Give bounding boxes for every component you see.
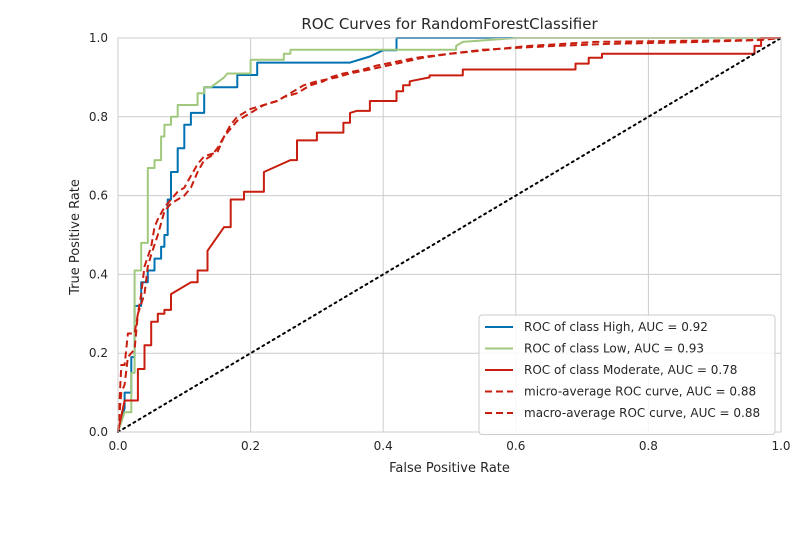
y-axis-label: True Positive Rate [68, 179, 83, 296]
roc-series-line-4 [117, 37, 782, 433]
x-tick-label: 0.2 [241, 439, 260, 453]
roc-series-line-2 [117, 37, 781, 433]
y-tick-label: 0.4 [89, 267, 108, 281]
y-tick-label: 0.6 [89, 189, 108, 203]
roc-series-line-0 [117, 37, 781, 433]
x-tick-label: 1.0 [771, 439, 790, 453]
legend-label: macro-average ROC curve, AUC = 0.88 [524, 406, 760, 420]
legend-box [478, 314, 776, 435]
x-tick-label: 0.0 [108, 439, 127, 453]
legend-label: ROC of class High, AUC = 0.92 [524, 320, 708, 334]
x-tick-label: 0.8 [639, 439, 658, 453]
y-tick-label: 0.2 [89, 346, 108, 360]
roc-series-line-3 [117, 37, 782, 433]
y-tick-label: 0.8 [89, 110, 108, 124]
legend: ROC of class High, AUC = 0.92 ROC of clas… [478, 314, 776, 435]
x-tick-labels: 0.0 0.2 0.4 0.6 0.8 1.0 [108, 439, 790, 453]
legend-label: ROC of class Low, AUC = 0.93 [524, 342, 704, 356]
chart-title: ROC Curves for RandomForestClassifier [301, 15, 598, 33]
chance-diagonal-line [117, 37, 782, 433]
x-tick-label: 0.6 [506, 439, 525, 453]
y-tick-labels: 0.0 0.2 0.4 0.6 0.8 1.0 [89, 31, 108, 439]
series-layer [117, 37, 782, 433]
y-tick-label: 1.0 [89, 31, 108, 45]
legend-label: micro-average ROC curve, AUC = 0.88 [524, 385, 756, 399]
roc-series-line-1 [117, 37, 781, 433]
x-axis-label: False Positive Rate [389, 461, 510, 476]
x-tick-label: 0.4 [374, 439, 393, 453]
plot-frame [117, 37, 782, 433]
legend-label: ROC of class Moderate, AUC = 0.78 [524, 363, 737, 377]
y-tick-label: 0.0 [89, 425, 108, 439]
